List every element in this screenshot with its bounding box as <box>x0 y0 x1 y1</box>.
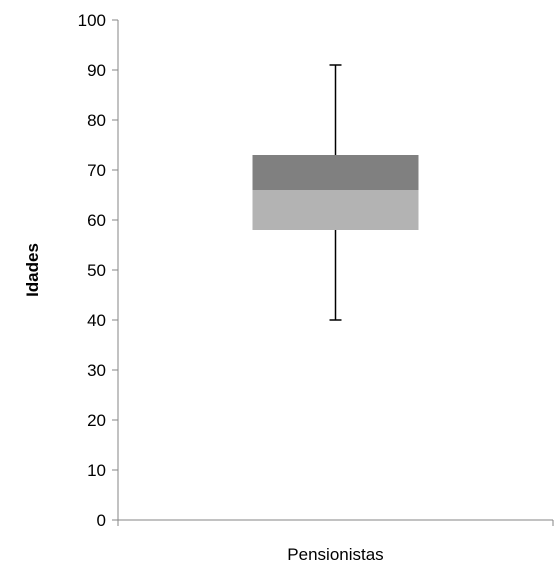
y-tick-label: 100 <box>78 11 106 30</box>
y-axis: 0 10 20 30 40 50 60 70 80 90 100 <box>78 11 119 530</box>
x-axis: Pensionistas <box>117 519 554 564</box>
y-tick-label: 60 <box>87 211 106 230</box>
y-tick-label: 20 <box>87 411 106 430</box>
y-tick-label: 0 <box>97 511 106 530</box>
y-tick-label: 10 <box>87 461 106 480</box>
y-tick-label: 50 <box>87 261 106 280</box>
y-tick-label: 70 <box>87 161 106 180</box>
y-tick-label: 30 <box>87 361 106 380</box>
y-tick-label: 40 <box>87 311 106 330</box>
y-axis-title: Idades <box>23 243 42 297</box>
x-category-label: Pensionistas <box>287 545 383 564</box>
box-lower-q1-median <box>252 190 419 230</box>
y-tick-label: 90 <box>87 61 106 80</box>
y-tick-label: 80 <box>87 111 106 130</box>
box-upper-median-q3 <box>252 155 419 190</box>
plot-area <box>252 64 419 321</box>
